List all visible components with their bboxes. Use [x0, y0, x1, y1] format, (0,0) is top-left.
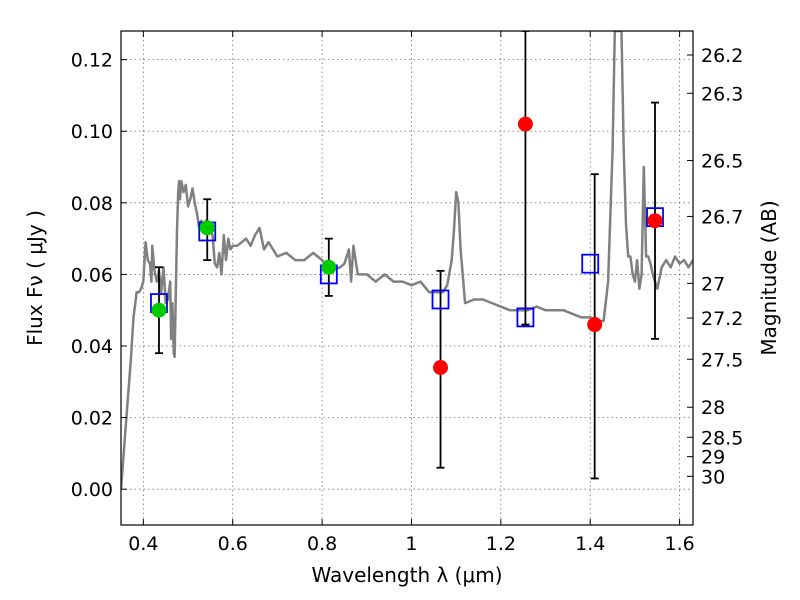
- model-band-square: [581, 253, 600, 274]
- right-tick-label: 26.7: [701, 206, 743, 228]
- axis-ticks: 0.4 0.6 0.8 1 1.2 1.4 1.6 0.00 0.02 0.04 0.06 0.08 0…: [71, 31, 743, 555]
- y-tick-label: 0.00: [71, 479, 113, 501]
- y-tick-label: 0.06: [71, 264, 113, 286]
- x-tick-label: 1.6: [664, 533, 694, 555]
- right-tick-label: 27.2: [701, 308, 743, 330]
- y-tick-label: 0.10: [71, 121, 113, 143]
- model-band-square: [431, 289, 450, 310]
- right-axis-label: Magnitude (AB): [757, 200, 781, 355]
- right-tick-label: 27: [701, 273, 725, 295]
- detection-point: [321, 259, 337, 275]
- nondetection-point: [517, 116, 533, 132]
- y-tick-label: 0.12: [71, 50, 113, 72]
- right-tick-label: 26.2: [701, 45, 743, 67]
- right-tick-label: 29: [701, 447, 725, 469]
- x-tick-label: 1.2: [486, 533, 516, 555]
- plot-data: [121, 31, 693, 490]
- model-band-square: [516, 307, 535, 328]
- x-tick-label: 0.6: [218, 533, 248, 555]
- x-tick-label: 1: [405, 533, 417, 555]
- x-tick-label: 0.8: [307, 533, 337, 555]
- y-tick-label: 0.02: [71, 408, 113, 430]
- x-tick-label: 1.4: [575, 533, 605, 555]
- nondetection-point: [647, 213, 663, 229]
- right-tick-label: 27.5: [701, 349, 743, 371]
- x-tick-label: 0.4: [128, 533, 158, 555]
- nondetection-point: [433, 359, 449, 375]
- right-tick-label: 28: [701, 397, 725, 419]
- right-tick-label: 28.5: [701, 427, 743, 449]
- x-axis-label: Wavelength λ (μm): [311, 563, 502, 587]
- y-tick-label: 0.04: [71, 336, 113, 358]
- nondetection-point: [587, 317, 603, 333]
- right-tick-label: 26.5: [701, 151, 743, 173]
- right-tick-label: 26.3: [701, 83, 743, 105]
- y-axis-label: Flux Fν ( μJy ): [23, 210, 47, 346]
- y-tick-label: 0.08: [71, 193, 113, 215]
- detection-point: [199, 220, 215, 236]
- model-spectrum-line: [121, 31, 693, 490]
- right-tick-label: 30: [701, 466, 725, 488]
- detection-point: [151, 302, 167, 318]
- grid: [121, 31, 693, 525]
- plot-frame: [120, 30, 694, 526]
